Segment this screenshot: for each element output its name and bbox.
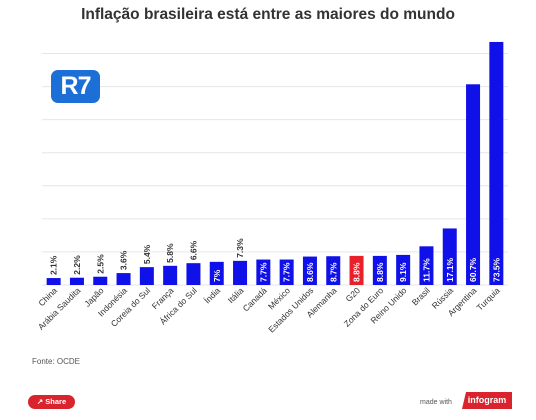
tick-label: Itália bbox=[226, 285, 246, 305]
chart-title: Inflação brasileira está entre as maiore… bbox=[81, 6, 455, 23]
data-label: 3.6% bbox=[119, 250, 129, 270]
bar bbox=[326, 256, 341, 285]
made-with-text: made with bbox=[420, 399, 452, 406]
bar bbox=[466, 84, 481, 285]
bar bbox=[396, 254, 411, 285]
bar bbox=[46, 278, 61, 285]
data-label: 9.1% bbox=[398, 262, 408, 282]
bar bbox=[372, 255, 387, 285]
data-label: 2.2% bbox=[72, 255, 82, 275]
data-label: 73.5% bbox=[491, 257, 501, 282]
bar bbox=[233, 260, 248, 285]
data-label: 2.5% bbox=[95, 254, 105, 274]
data-label: 11.7% bbox=[421, 258, 431, 282]
bar bbox=[349, 255, 364, 285]
data-labels-layer: 2.1% 2.2% 2.5% 3.6% 5.4% 5.8% 6.6% 7% 7.3% 7.7% 7.… bbox=[49, 238, 502, 282]
bar bbox=[163, 265, 178, 285]
bar bbox=[279, 259, 294, 285]
infogram-badge[interactable]: infogram bbox=[462, 392, 512, 409]
bar bbox=[419, 246, 434, 285]
bar bbox=[139, 267, 154, 285]
bar bbox=[209, 261, 224, 285]
data-label: 7.7% bbox=[258, 262, 268, 282]
grid-layer bbox=[42, 53, 508, 286]
data-label: 8.8% bbox=[375, 262, 385, 282]
data-label: 8.6% bbox=[305, 262, 315, 282]
tick-label: G20 bbox=[344, 285, 363, 304]
bar bbox=[93, 276, 108, 285]
data-label: 6.6% bbox=[188, 240, 198, 260]
bar-chart: 2.1% 2.2% 2.5% 3.6% 5.4% 5.8% 6.6% 7% 7.3% 7.7% 7.… bbox=[36, 41, 508, 335]
data-label: 7.3% bbox=[235, 238, 245, 258]
data-label: 7.7% bbox=[282, 262, 292, 282]
share-icon: ↗ bbox=[36, 397, 44, 406]
bar bbox=[256, 259, 271, 285]
bar bbox=[302, 256, 317, 285]
r7-logo: R7 bbox=[51, 70, 100, 103]
data-label: 5.4% bbox=[142, 244, 152, 264]
tick-label: Turquia bbox=[475, 285, 502, 312]
tick-label: Canadá bbox=[241, 285, 269, 313]
bar bbox=[69, 277, 84, 285]
share-label: Share bbox=[45, 397, 67, 406]
bar bbox=[186, 263, 201, 285]
tick-label: Índia bbox=[202, 285, 222, 305]
bar bbox=[442, 228, 457, 285]
tick-label: Brasil bbox=[410, 285, 432, 307]
bars-layer bbox=[46, 41, 504, 286]
bar bbox=[489, 41, 504, 286]
bar bbox=[116, 273, 131, 285]
data-label: 2.1% bbox=[49, 255, 59, 275]
data-label: 5.8% bbox=[165, 243, 175, 263]
source-note: Fonte: OCDE bbox=[32, 357, 81, 366]
data-label: 8.7% bbox=[328, 262, 338, 282]
data-label: 8.8% bbox=[352, 262, 362, 282]
share-button[interactable]: ↗ Share bbox=[28, 395, 75, 409]
data-label: 60.7% bbox=[468, 257, 478, 282]
data-label: 7% bbox=[212, 269, 222, 282]
data-label: 17.1% bbox=[445, 257, 455, 282]
